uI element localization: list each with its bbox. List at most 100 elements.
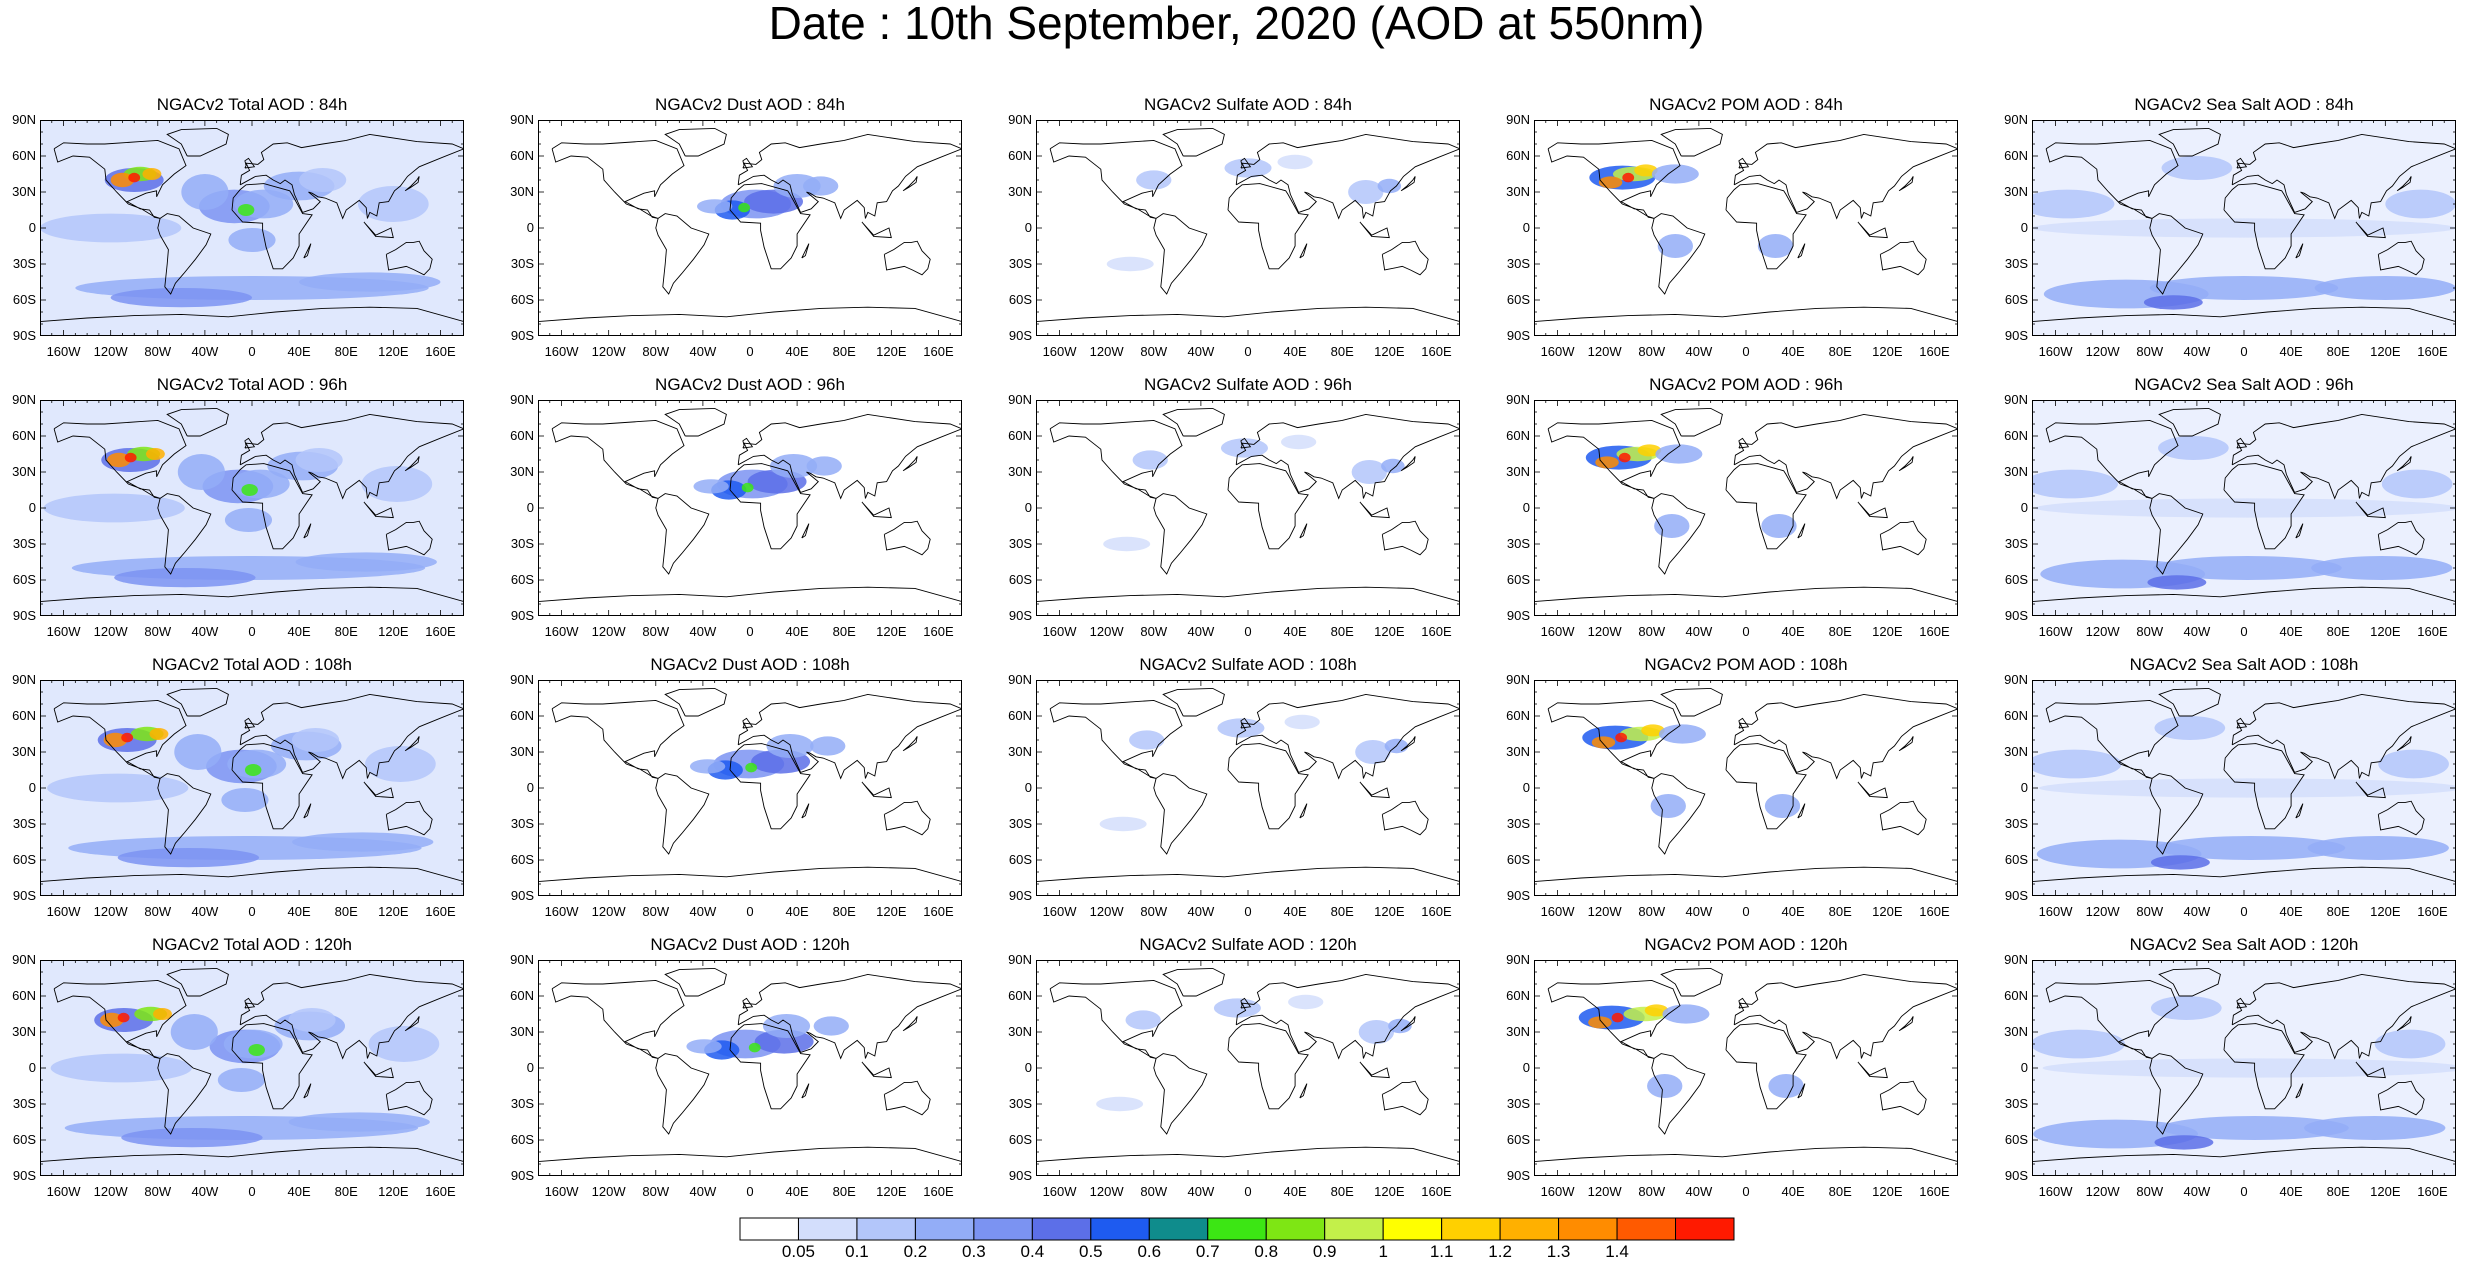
lat-tick-label: 30S — [12, 536, 36, 551]
aod-field — [1757, 234, 1794, 258]
colorbar-box — [1148, 1217, 1209, 1241]
lon-tick-label: 40E — [287, 344, 311, 359]
aod-field — [2032, 218, 2456, 238]
lon-tick-label: 80W — [642, 344, 670, 359]
lat-tick-label: 30S — [510, 816, 534, 831]
map-panel — [1534, 120, 1958, 336]
coastline — [655, 773, 710, 855]
lon-tick-label: 160E — [425, 624, 456, 639]
coastline — [1898, 736, 1914, 752]
coastline — [2295, 523, 2304, 539]
lat-tick-label: 30N — [12, 744, 36, 759]
coastline — [303, 523, 312, 539]
lat-tick-label: 60N — [1506, 428, 1530, 443]
coastline — [1359, 781, 1390, 799]
lat-tick-label: 0 — [526, 220, 534, 235]
lon-tick-label: 40W — [689, 344, 717, 359]
coastline — [2032, 1146, 2456, 1163]
aod-field — [748, 1042, 761, 1053]
aod-field — [1654, 514, 1690, 538]
lon-tick-label: 80W — [1140, 344, 1168, 359]
lat-tick-label: 60S — [1506, 1132, 1530, 1147]
aod-field — [1615, 732, 1628, 743]
lon-tick-label: 160W — [1540, 904, 1575, 919]
aod-field — [741, 482, 754, 493]
lon-tick-label: 80W — [2136, 904, 2164, 919]
aod-field — [288, 1008, 336, 1032]
lat-tick-label: 60S — [1008, 292, 1032, 307]
aod-field — [365, 746, 436, 782]
world-map — [538, 400, 962, 616]
lat-tick-label: 60S — [1008, 572, 1032, 587]
lon-tick-label: 40E — [1781, 624, 1805, 639]
coastline — [239, 413, 464, 500]
aod-field — [2150, 855, 2210, 870]
lat-tick-label: 60N — [1008, 148, 1032, 163]
colorbar-box — [1616, 1217, 1677, 1241]
coastline — [729, 743, 811, 830]
coastline — [737, 413, 962, 500]
aod-field — [2153, 556, 2342, 580]
lon-tick-label: 0 — [746, 904, 754, 919]
panel-title: NGACv2 Dust AOD : 84h — [655, 95, 845, 114]
lat-tick-label: 30N — [2004, 184, 2028, 199]
coastline — [737, 693, 962, 780]
lat-tick-label: 60N — [1506, 708, 1530, 723]
coastline — [2355, 1061, 2386, 1079]
lon-tick-label: 40E — [1283, 904, 1307, 919]
aod-field — [121, 732, 134, 743]
coastline — [2355, 501, 2386, 519]
aod-field — [2035, 498, 2456, 518]
coastline — [239, 693, 464, 780]
lon-tick-label: 80W — [2136, 1184, 2164, 1199]
aod-field — [2314, 276, 2456, 300]
aod-field — [693, 479, 729, 494]
lon-tick-label: 0 — [1742, 624, 1750, 639]
lat-tick-label: 90N — [1506, 392, 1530, 407]
aod-field — [1655, 444, 1703, 464]
coastline — [1898, 176, 1914, 192]
aod-field — [2160, 1116, 2349, 1140]
aod-field — [1764, 794, 1801, 818]
lat-tick-label: 90S — [1008, 1168, 1032, 1183]
lon-tick-label: 120E — [876, 1184, 907, 1199]
coastline — [1738, 717, 1750, 729]
coastline — [1049, 139, 1183, 219]
lon-tick-label: 120E — [2370, 344, 2401, 359]
lon-tick-label: 80E — [2326, 1184, 2350, 1199]
coastline — [244, 717, 256, 729]
coastline — [861, 1061, 892, 1079]
coastline — [53, 979, 187, 1059]
aod-field — [1129, 730, 1165, 750]
lat-tick-label: 90N — [2004, 672, 2028, 687]
lon-tick-label: 40E — [1283, 1184, 1307, 1199]
lon-tick-label: 160W — [544, 624, 579, 639]
lat-tick-label: 90N — [12, 672, 36, 687]
coastline — [2158, 967, 2221, 997]
lat-tick-label: 60N — [1008, 988, 1032, 1003]
coastline — [2045, 699, 2179, 779]
colorbar-label: 0.05 — [781, 1242, 816, 1261]
lon-tick-label: 120W — [1587, 1184, 1622, 1199]
coastline — [404, 456, 420, 472]
lon-tick-label: 120W — [1089, 904, 1124, 919]
lat-tick-label: 30N — [12, 1024, 36, 1039]
coastline — [1400, 176, 1416, 192]
lon-tick-label: 160E — [1421, 624, 1452, 639]
lat-tick-label: 60N — [2004, 708, 2028, 723]
lat-tick-label: 30S — [12, 816, 36, 831]
aod-field — [1662, 1004, 1710, 1024]
lon-tick-label: 160W — [2038, 904, 2073, 919]
aod-field — [248, 1044, 265, 1056]
panel-title: NGACv2 POM AOD : 96h — [1649, 375, 1843, 394]
coastline — [1534, 866, 1958, 883]
lon-tick-label: 160W — [2038, 624, 2073, 639]
lat-tick-label: 30S — [510, 256, 534, 271]
lon-tick-label: 120W — [2085, 1184, 2120, 1199]
lon-tick-label: 160W — [2038, 344, 2073, 359]
aod-field — [358, 186, 429, 222]
coastline — [2045, 979, 2179, 1059]
lon-tick-label: 120E — [1374, 904, 1405, 919]
coastline — [1359, 501, 1390, 519]
map-panel — [1036, 960, 1460, 1176]
